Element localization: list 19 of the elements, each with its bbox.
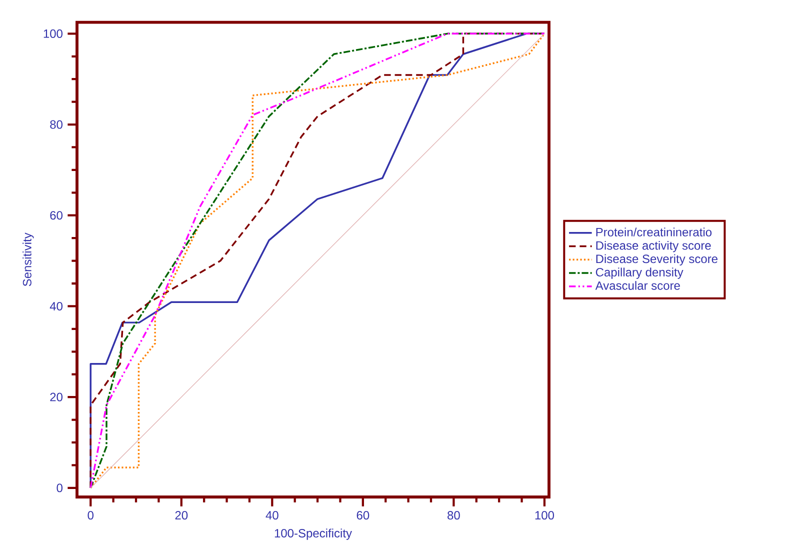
y-tick-label: 100 — [44, 29, 62, 38]
y-axis-title: Sensitivity — [22, 232, 34, 286]
legend-label: Avascular score — [595, 281, 680, 290]
legend-label: Disease activity score — [596, 240, 711, 252]
y-tick-label: 60 — [50, 211, 62, 220]
x-axis-title: 100-Specificity — [274, 528, 352, 540]
x-tick-label: 60 — [356, 511, 370, 520]
y-tick-label: 0 — [56, 484, 62, 492]
legend-label: Disease Severity score — [596, 254, 718, 266]
legend-label: Protein/creatinineratio — [596, 228, 712, 236]
legend-label: Capillary density — [596, 268, 684, 279]
x-tick-label: 80 — [448, 511, 460, 520]
y-tick-label: 80 — [50, 120, 62, 129]
y-tick-label: 40 — [50, 302, 62, 310]
x-tick-label: 40 — [266, 511, 278, 520]
x-tick-label: 20 — [175, 511, 188, 520]
x-tick-label: 0 — [88, 511, 94, 520]
x-tick-label: 100 — [535, 511, 554, 520]
y-tick-label: 20 — [50, 392, 62, 402]
